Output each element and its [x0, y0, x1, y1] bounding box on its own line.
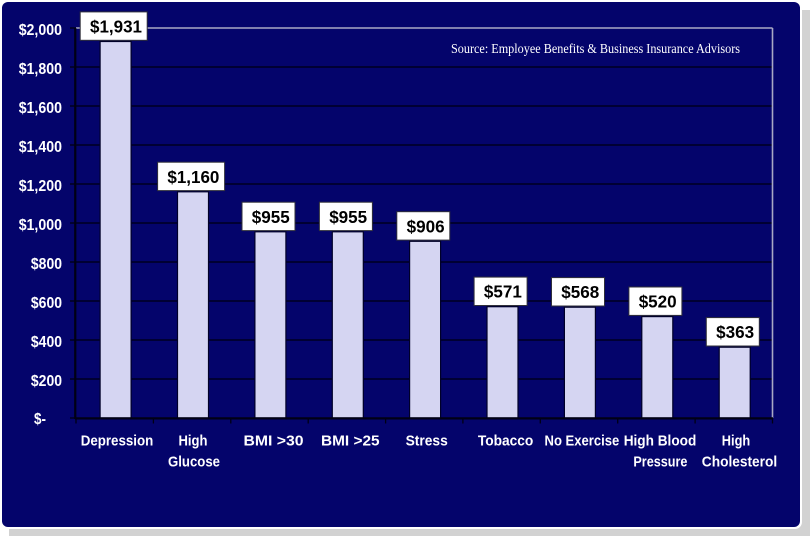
svg-text:$520: $520 — [639, 292, 677, 312]
svg-text:$568: $568 — [561, 282, 599, 302]
svg-text:Depression: Depression — [81, 433, 154, 450]
svg-text:Tobacco: Tobacco — [478, 433, 534, 450]
svg-text:No Exercise: No Exercise — [545, 433, 620, 450]
svg-text:Pressure: Pressure — [633, 454, 687, 471]
svg-text:$800: $800 — [31, 256, 62, 273]
svg-text:$1,000: $1,000 — [19, 217, 62, 234]
svg-text:$1,931: $1,931 — [90, 17, 142, 37]
svg-text:$363: $363 — [716, 322, 754, 342]
svg-text:$1,200: $1,200 — [19, 178, 62, 195]
svg-text:Source: Employee Benefits & Bu: Source: Employee Benefits & Business Ins… — [451, 41, 740, 56]
svg-text:High: High — [179, 433, 208, 450]
svg-text:High Blood: High Blood — [624, 433, 697, 450]
svg-text:$1,800: $1,800 — [19, 61, 62, 78]
svg-text:$955: $955 — [329, 207, 367, 227]
svg-text:$906: $906 — [407, 216, 445, 236]
svg-text:$600: $600 — [31, 295, 62, 312]
svg-text:$571: $571 — [484, 282, 522, 302]
svg-text:$2,000: $2,000 — [19, 22, 62, 39]
svg-text:$1,400: $1,400 — [19, 139, 62, 156]
svg-text:BMI >30: BMI >30 — [244, 433, 304, 450]
svg-text:$1,160: $1,160 — [167, 167, 219, 187]
svg-text:$955: $955 — [252, 207, 290, 227]
svg-text:Cholesterol: Cholesterol — [702, 454, 777, 471]
svg-text:$400: $400 — [31, 334, 62, 351]
svg-text:Glucose: Glucose — [168, 454, 220, 471]
svg-text:$1,600: $1,600 — [19, 100, 62, 117]
svg-text:BMI >25: BMI >25 — [321, 433, 380, 450]
svg-text:$200: $200 — [31, 373, 62, 390]
svg-text:$-: $- — [34, 411, 46, 428]
svg-text:Stress: Stress — [406, 433, 448, 450]
svg-text:High: High — [722, 433, 750, 450]
